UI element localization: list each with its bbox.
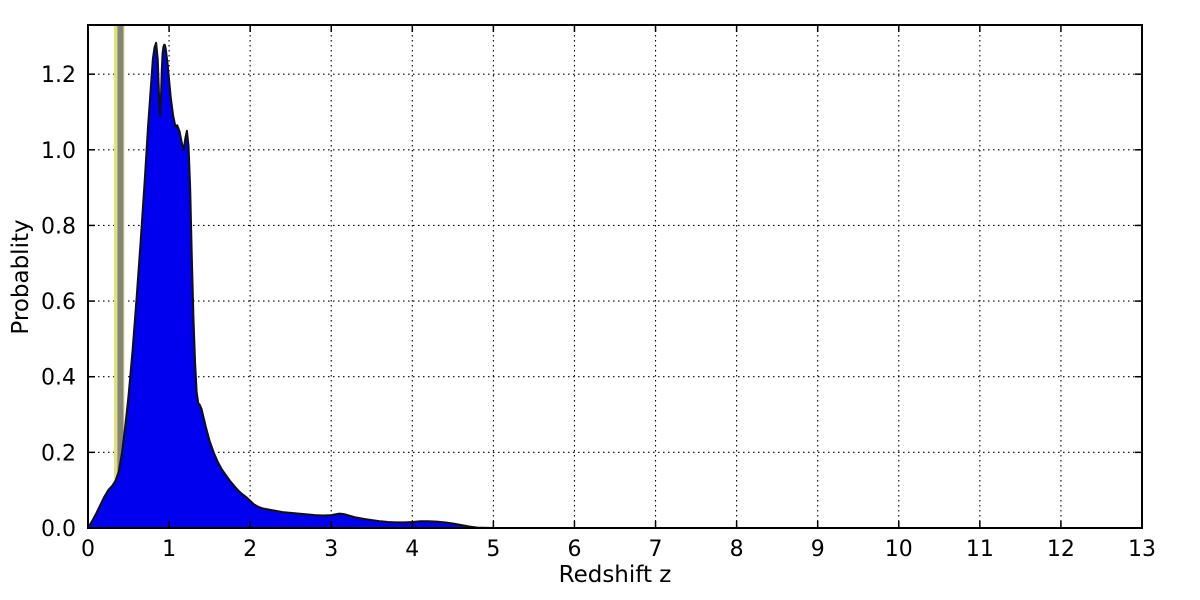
y-axis-title: Probablity — [8, 219, 34, 334]
y-gridlines — [88, 73, 1142, 453]
plot-background — [88, 25, 1142, 528]
x-tick-label: 8 — [730, 537, 744, 562]
x-tick-label: 12 — [1047, 537, 1075, 562]
x-axis-ticks — [87, 25, 1143, 528]
y-tick-label: 0.6 — [41, 290, 76, 315]
x-axis-title: Redshift z — [559, 562, 672, 588]
x-tick-label: 9 — [811, 537, 825, 562]
y-tick-label: 0.2 — [41, 441, 76, 466]
x-tick-label: 0 — [81, 537, 95, 562]
plot-frame — [87, 24, 1143, 529]
y-tick-label: 0.8 — [41, 214, 76, 239]
x-tick-label: 11 — [966, 537, 994, 562]
y-tick-label: 1.0 — [41, 139, 76, 164]
y-axis-tick-labels: 0.0 0.2 0.4 0.6 0.8 1.0 1.2 — [41, 63, 76, 542]
y-tick-label: 0.4 — [41, 366, 76, 391]
x-axis-tick-labels: 0 1 2 3 4 5 6 7 8 9 10 11 12 13 — [81, 537, 1156, 562]
y-tick-label: 0.0 — [41, 517, 76, 542]
x-tick-label: 1 — [162, 537, 176, 562]
x-tick-label: 6 — [567, 537, 581, 562]
probability-curve — [87, 41, 1142, 529]
x-tick-label: 4 — [405, 537, 419, 562]
x-tick-label: 5 — [486, 537, 500, 562]
x-tick-label: 3 — [324, 537, 338, 562]
x-tick-label: 7 — [649, 537, 663, 562]
x-tick-label: 10 — [885, 537, 913, 562]
x-tick-label: 13 — [1128, 537, 1156, 562]
probability-area — [88, 42, 1142, 528]
y-tick-label: 1.2 — [41, 63, 76, 88]
y-axis-ticks — [88, 73, 1142, 529]
x-tick-label: 2 — [243, 537, 257, 562]
chart-annotations — [113, 25, 125, 528]
